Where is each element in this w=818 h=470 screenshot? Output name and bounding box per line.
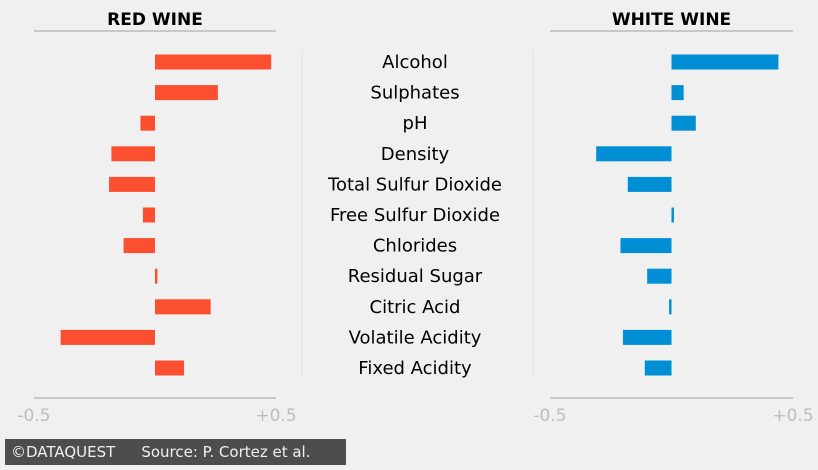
category-label: Citric Acid <box>370 297 461 318</box>
white-wine-bar <box>627 176 672 192</box>
red-wine-title: RED WINE <box>107 10 203 30</box>
white-wine-panel: WHITE WINE -0.5 +0.5 <box>533 10 813 426</box>
category-label: Chlorides <box>373 236 457 257</box>
white-wine-bar <box>620 238 672 254</box>
category-label: Total Sulfur Dioxide <box>327 174 502 195</box>
category-label: Fixed Acidity <box>358 358 472 379</box>
category-label: Alcohol <box>382 52 448 73</box>
red-wine-bar <box>155 54 272 70</box>
white-wine-bar <box>669 299 672 315</box>
white-wine-bar <box>671 54 779 70</box>
category-label: Volatile Acidity <box>349 327 482 348</box>
category-labels: Alcohol Sulphates pH Density Total Sulfur Di… <box>301 50 534 379</box>
white-wine-bar <box>644 360 672 376</box>
category-label: Free Sulfur Dioxide <box>330 205 500 226</box>
red-wine-panel: RED WINE -0.5 +0.5 <box>17 10 296 426</box>
red-wine-bar <box>155 268 158 284</box>
white-wine-bar <box>596 146 672 162</box>
white-wine-tick-max: +0.5 <box>772 406 813 426</box>
category-label: Density <box>381 144 450 165</box>
category-label: Residual Sugar <box>348 266 483 287</box>
footer-source: Source: P. Cortez et al. <box>141 443 311 461</box>
red-wine-bar <box>111 146 155 162</box>
white-wine-bar <box>671 207 674 223</box>
white-wine-bar <box>622 329 672 345</box>
footer-banner: ©DATAQUEST Source: P. Cortez et al. <box>5 439 346 465</box>
red-wine-bar <box>142 207 155 223</box>
white-wine-bar <box>647 268 672 284</box>
red-wine-bar <box>155 360 185 376</box>
category-label: Sulphates <box>370 83 459 104</box>
red-wine-bar <box>123 238 155 254</box>
white-wine-tick-min: -0.5 <box>533 406 566 426</box>
red-wine-bar <box>155 85 218 101</box>
white-wine-bar <box>671 115 696 131</box>
red-wine-bar <box>109 176 155 192</box>
red-wine-bar <box>155 299 211 315</box>
red-wine-bar <box>60 329 156 345</box>
white-wine-title: WHITE WINE <box>612 10 731 30</box>
red-wine-bar <box>140 115 155 131</box>
white-wine-bar <box>671 85 684 101</box>
red-wine-tick-min: -0.5 <box>17 406 50 426</box>
category-label: pH <box>403 113 428 134</box>
red-wine-tick-max: +0.5 <box>255 406 296 426</box>
footer-brand: ©DATAQUEST <box>11 443 116 461</box>
